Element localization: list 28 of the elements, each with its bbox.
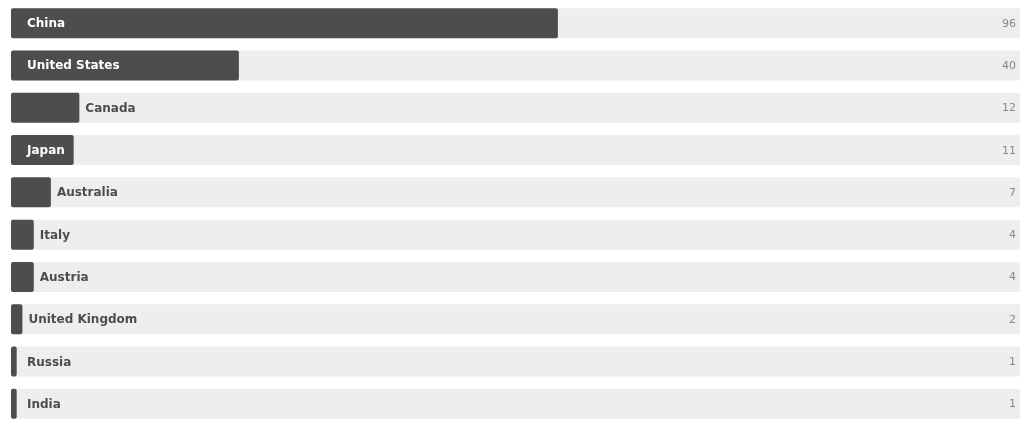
data-label: 4: [1009, 270, 1016, 284]
y-tick-label: India: [27, 396, 61, 411]
y-tick-label: Australia: [56, 185, 118, 200]
bar: [11, 50, 239, 81]
data-label: 12: [1002, 101, 1016, 115]
data-label: 4: [1009, 228, 1016, 242]
data-label: 40: [1002, 58, 1016, 72]
bar: [11, 219, 34, 250]
bar: [11, 177, 51, 208]
y-tick-label: United Kingdom: [28, 312, 138, 327]
y-tick-label: Italy: [39, 227, 71, 242]
bar: [11, 261, 34, 292]
data-label: 1: [1009, 355, 1016, 369]
data-label: 2: [1009, 312, 1016, 326]
data-label: 96: [1002, 16, 1016, 30]
data-label: 1: [1009, 397, 1016, 411]
bar: [11, 304, 23, 335]
data-label: 11: [1002, 143, 1016, 157]
y-tick-label: China: [27, 16, 66, 31]
y-tick-label: Canada: [85, 100, 136, 115]
bar: [11, 346, 17, 377]
y-tick-label: United States: [27, 58, 120, 73]
bar: [11, 388, 17, 419]
bar: [11, 92, 80, 123]
y-tick-label: Japan: [26, 143, 65, 158]
y-tick-label: Austria: [39, 269, 89, 284]
y-tick-label: Russia: [27, 354, 72, 369]
data-label: 7: [1009, 185, 1016, 199]
